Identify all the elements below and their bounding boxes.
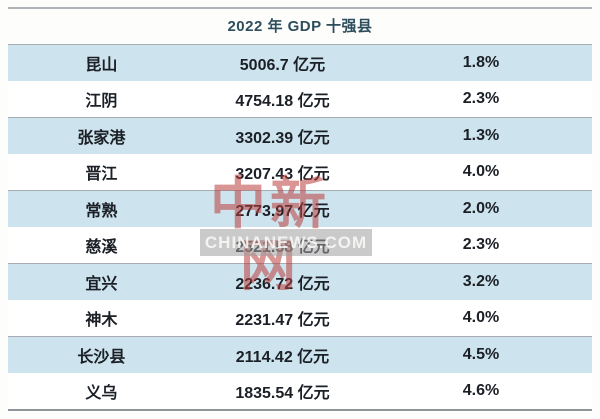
table-body: 昆山 5006.7 亿元 1.8% 江阴 4754.18 亿元 2.3% 张家港 3302.3… [8,45,592,409]
gdp-value-cell: 2231.47 亿元 [235,312,330,329]
county-name-cell: 常熟 [85,203,118,220]
table-row: 晋江 3207.43 亿元 4.0% [8,154,592,191]
gdp-value-cell: 2114.42 亿元 [235,349,330,366]
gdp-value-cell: 3207.43 亿元 [235,166,330,183]
gdp-value-cell: 4754.18 亿元 [235,93,330,110]
growth-rate-cell: 1.8% [462,54,500,71]
gdp-value-cell: 1835.54 亿元 [235,385,330,402]
table-row: 长沙县 2114.42 亿元 4.5% [8,337,592,373]
county-name-cell: 长沙县 [77,349,126,366]
table-row: 宜兴 2236.72 亿元 3.2% [8,264,592,300]
growth-rate-cell: 2.3% [462,90,500,107]
growth-rate-cell: 4.0% [462,309,500,326]
county-name-cell: 昆山 [85,57,118,74]
county-name-cell: 神木 [85,312,118,329]
growth-rate-cell: 4.0% [462,163,500,180]
county-name-cell: 义乌 [85,385,118,402]
table-row: 张家港 3302.39 亿元 1.3% [8,118,592,154]
county-name-cell: 张家港 [77,130,126,147]
gdp-value-cell: 5006.7 亿元 [239,57,326,74]
table-row: 江阴 4754.18 亿元 2.3% [8,81,592,118]
table-row: 义乌 1835.54 亿元 4.6% [8,373,592,409]
gdp-value-cell: 2773.97 亿元 [235,203,330,220]
growth-rate-cell: 1.3% [462,127,500,144]
growth-rate-cell: 4.6% [462,382,500,399]
growth-rate-cell: 3.2% [462,273,500,290]
table-row: 常熟 2773.97 亿元 2.0% [8,191,592,227]
gdp-table: 2022 年 GDP 十强县 昆山 5006.7 亿元 1.8% 江阴 4754.18 … [8,7,592,411]
table-row: 神木 2231.47 亿元 4.0% [8,300,592,337]
growth-rate-cell: 4.5% [462,346,500,363]
gdp-value-cell: 2521.58 亿元 [235,239,330,256]
county-name-cell: 江阴 [85,93,118,110]
table-row: 慈溪 2521.58 亿元 2.3% [8,227,592,264]
county-name-cell: 晋江 [85,166,118,183]
table-title: 2022 年 GDP 十强县 [8,9,592,45]
growth-rate-cell: 2.3% [462,236,500,253]
table-row: 昆山 5006.7 亿元 1.8% [8,45,592,81]
county-name-cell: 慈溪 [85,239,118,256]
county-name-cell: 宜兴 [85,276,118,293]
gdp-value-cell: 2236.72 亿元 [235,276,330,293]
gdp-value-cell: 3302.39 亿元 [235,130,330,147]
growth-rate-cell: 2.0% [462,200,500,217]
